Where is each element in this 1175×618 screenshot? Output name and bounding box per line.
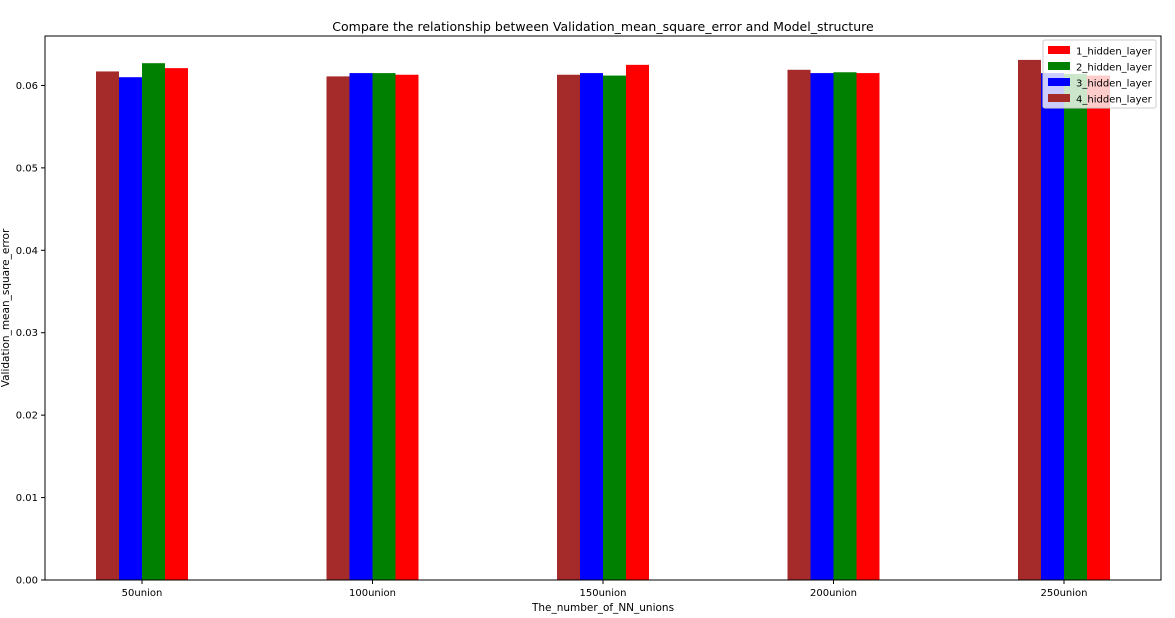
y-tick-label: 0.05: [16, 163, 38, 174]
y-axis-title: Validation_mean_square_error: [0, 228, 12, 387]
bar-2_hidden_layer-150union: [603, 75, 626, 581]
y-tick-label: 0.02: [16, 411, 38, 422]
y-tick-label: 0.01: [16, 493, 38, 504]
legend-label: 2_hidden_layer: [1076, 63, 1153, 74]
x-tick-label: 100union: [349, 588, 396, 599]
bar-4_hidden_layer-100union: [326, 76, 350, 580]
bar-1_hidden_layer-150union: [626, 64, 649, 580]
legend-swatch: [1048, 46, 1070, 54]
bar-3_hidden_layer-250union: [1041, 73, 1064, 580]
y-tick-label: 0.03: [16, 328, 38, 339]
bar-3_hidden_layer-50union: [119, 77, 142, 580]
x-axis-title: The_number_of_NN_unions: [531, 602, 674, 614]
bar-4_hidden_layer-150union: [557, 74, 580, 581]
bar-4_hidden_layer-50union: [96, 71, 119, 581]
x-tick-label: 200union: [810, 588, 857, 599]
y-tick-label: 0.00: [16, 576, 38, 587]
legend: 1_hidden_layer 2_hidden_layer 3_hidden_lay…: [1042, 39, 1157, 109]
legend-swatch: [1048, 78, 1070, 86]
y-axis: 0.00 0.01 0.02 0.03 0.04 0.05 0.06: [16, 81, 45, 587]
bar-2_hidden_layer-50union: [142, 63, 165, 580]
legend-label: 4_hidden_layer: [1076, 95, 1153, 106]
bar-4_hidden_layer-200union: [787, 69, 811, 580]
bar-2_hidden_layer-100union: [372, 73, 396, 580]
chart-title: Compare the relationship between Validat…: [332, 19, 874, 34]
bar-1_hidden_layer-50union: [165, 68, 188, 581]
x-tick-label: 150union: [580, 588, 627, 599]
x-tick-label: 50union: [122, 588, 163, 599]
x-axis: 50union 100union 150union 200union 250union: [122, 580, 1088, 599]
y-tick-label: 0.06: [16, 81, 38, 92]
legend-label: 1_hidden_layer: [1076, 47, 1153, 58]
x-tick-label: 250union: [1041, 588, 1088, 599]
bar-3_hidden_layer-150union: [580, 73, 603, 580]
bar-4_hidden_layer-250union: [1018, 59, 1041, 581]
legend-swatch: [1048, 62, 1070, 70]
bar-2_hidden_layer-200union: [833, 72, 857, 581]
bar-1_hidden_layer-200union: [856, 73, 880, 580]
bar-1_hidden_layer-250union: [1087, 75, 1110, 581]
bar-2_hidden_layer-250union: [1064, 73, 1087, 580]
legend-box: [1042, 39, 1157, 109]
bar-1_hidden_layer-100union: [395, 74, 419, 581]
legend-swatch: [1048, 94, 1070, 102]
legend-label: 3_hidden_layer: [1076, 79, 1153, 90]
plot-area: [44, 35, 1162, 581]
bar-3_hidden_layer-100union: [349, 73, 373, 580]
bar-3_hidden_layer-200union: [810, 73, 834, 580]
y-tick-label: 0.04: [16, 246, 38, 257]
